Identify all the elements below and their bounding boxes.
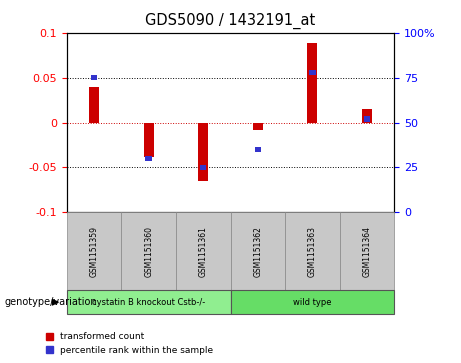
Legend: transformed count, percentile rank within the sample: transformed count, percentile rank withi… bbox=[46, 333, 213, 355]
Text: GSM1151359: GSM1151359 bbox=[89, 226, 99, 277]
Text: GDS5090 / 1432191_at: GDS5090 / 1432191_at bbox=[145, 13, 316, 29]
Bar bbox=[362, 109, 372, 123]
Text: genotype/variation: genotype/variation bbox=[5, 297, 97, 307]
Bar bbox=[89, 87, 99, 123]
Bar bbox=[200, 165, 207, 170]
Text: wild type: wild type bbox=[293, 298, 331, 307]
Bar bbox=[253, 123, 263, 130]
Bar bbox=[309, 69, 316, 75]
Bar bbox=[145, 156, 152, 161]
Text: cystatin B knockout Cstb-/-: cystatin B knockout Cstb-/- bbox=[92, 298, 205, 307]
Bar bbox=[198, 123, 208, 181]
Text: GSM1151360: GSM1151360 bbox=[144, 226, 153, 277]
Bar bbox=[91, 75, 97, 80]
Text: GSM1151363: GSM1151363 bbox=[308, 226, 317, 277]
Text: GSM1151361: GSM1151361 bbox=[199, 226, 208, 277]
Text: GSM1151364: GSM1151364 bbox=[362, 226, 372, 277]
Text: GSM1151362: GSM1151362 bbox=[253, 226, 262, 277]
Bar bbox=[254, 147, 261, 152]
Bar bbox=[364, 116, 370, 122]
Bar bbox=[144, 123, 154, 157]
Bar bbox=[307, 44, 317, 123]
